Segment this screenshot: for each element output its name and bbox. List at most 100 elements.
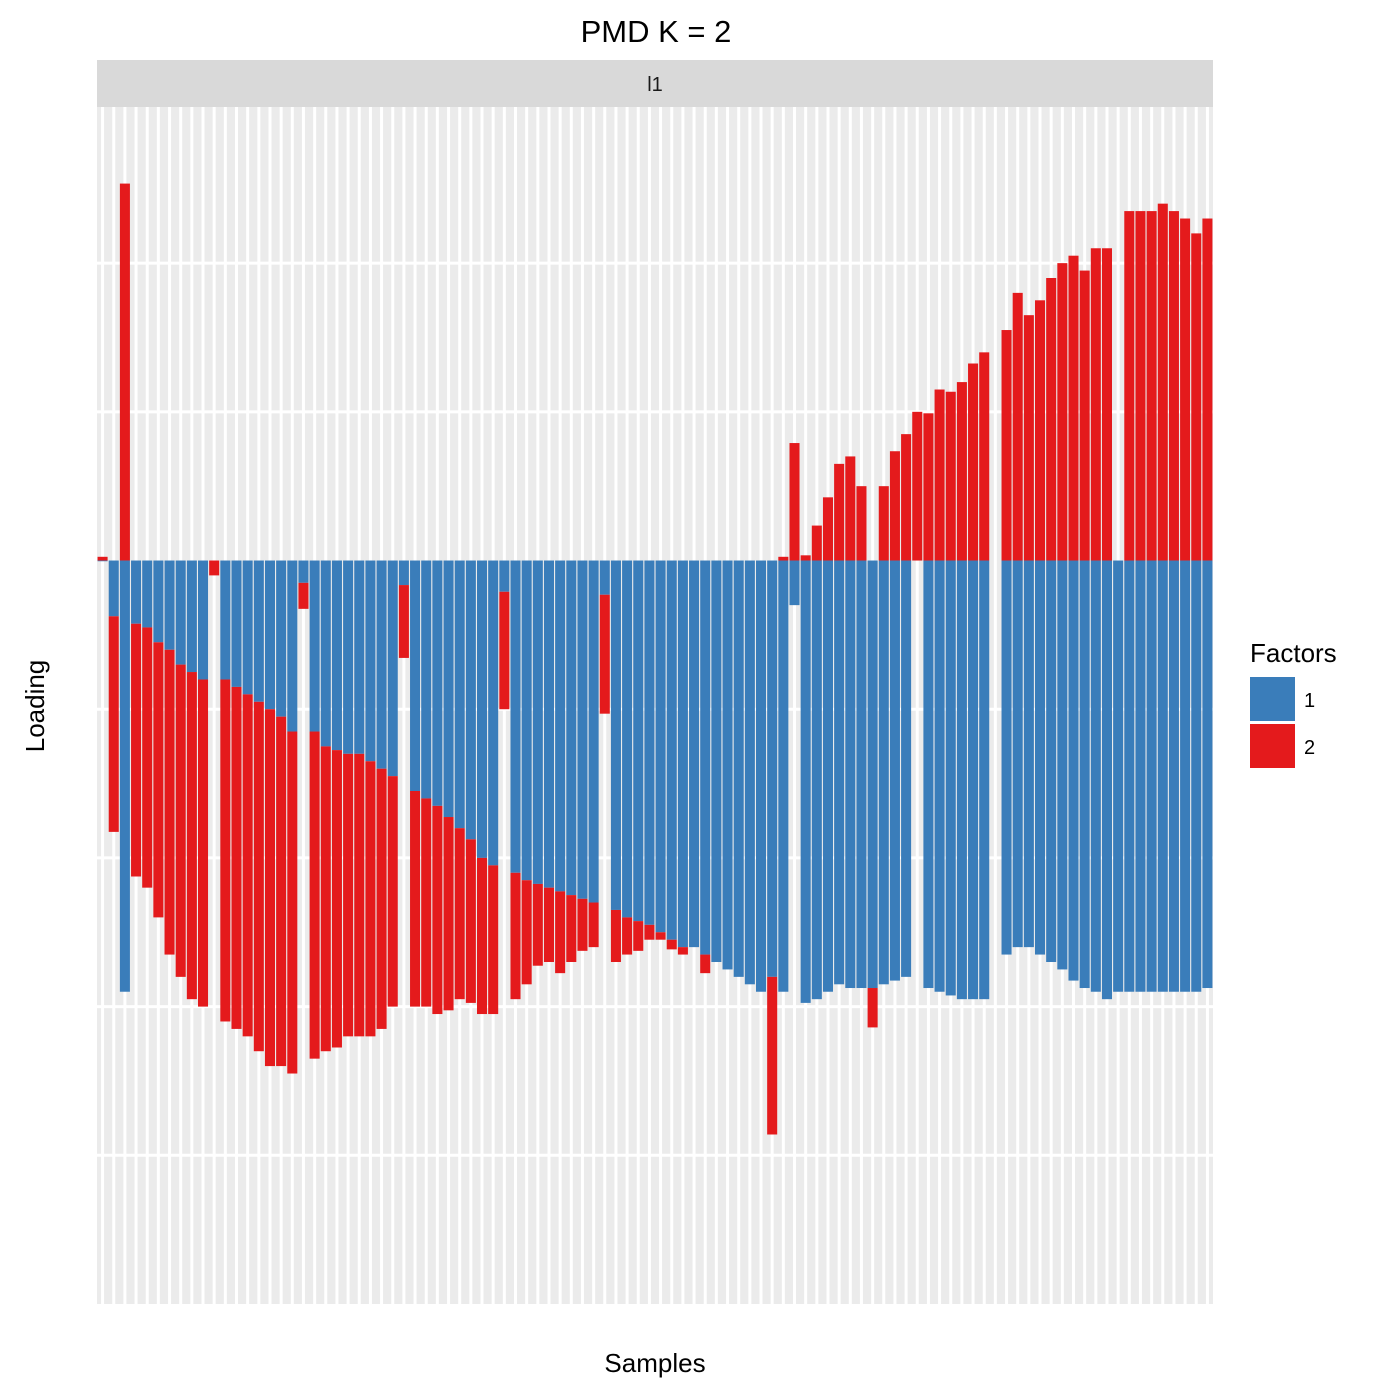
bar-series-2 (354, 753, 365, 1037)
bar-series-2 (376, 768, 387, 1029)
bar-series-1 (186, 560, 197, 673)
bar-series-1 (97, 560, 108, 562)
bar-series-1 (756, 560, 767, 992)
bar-series-1 (131, 560, 142, 624)
bar-series-2 (1101, 248, 1112, 561)
bar-series-1 (800, 560, 811, 1003)
bar-series-1 (722, 560, 733, 970)
bar-series-2 (164, 649, 175, 955)
bar-series-1 (1068, 560, 1079, 981)
bar-series-1 (331, 560, 342, 751)
bar-series-1 (543, 560, 554, 888)
bar-series-1 (499, 560, 510, 592)
bar-series-2 (387, 776, 398, 1007)
bar-series-1 (733, 560, 744, 977)
bar-series-1 (644, 560, 655, 925)
bar-series-1 (1046, 560, 1057, 962)
bar-series-2 (220, 679, 231, 1022)
bar-series-2 (1135, 211, 1146, 561)
bar-series-2 (889, 451, 900, 561)
bar-series-2 (979, 352, 990, 561)
legend-swatch-2 (1250, 724, 1295, 768)
bar-series-2 (1012, 292, 1023, 561)
bar-series-1 (878, 560, 889, 985)
bar-series-1 (1191, 560, 1202, 992)
bar-series-2 (1035, 300, 1046, 561)
bar-series-1 (410, 560, 421, 791)
bar-series-1 (1135, 560, 1146, 992)
legend-label-2: 2 (1304, 737, 1315, 759)
bar-series-1 (198, 560, 209, 680)
bar-series-1 (309, 560, 320, 732)
bar-series-2 (934, 389, 945, 561)
bar-series-1 (1146, 560, 1157, 992)
bar-series-2 (477, 857, 488, 1015)
bar-series-1 (220, 560, 231, 680)
bar-series-2 (432, 805, 443, 1015)
bar-series-1 (488, 560, 499, 866)
bar-series-2 (521, 880, 532, 985)
legend-swatch-1 (1250, 677, 1295, 721)
bar-series-2 (131, 623, 142, 877)
bar-series-2 (153, 642, 164, 918)
bar-series-2 (778, 556, 789, 561)
bar-series-1 (465, 560, 476, 840)
legend-title: Factors (1250, 638, 1337, 668)
bar-series-2 (231, 686, 242, 1029)
bar-series-2 (800, 555, 811, 561)
bar-series-1 (901, 560, 912, 977)
bar-series-2 (253, 701, 264, 1052)
bar-series-2 (566, 895, 577, 962)
bar-series-1 (231, 560, 242, 687)
bar-series-2 (276, 716, 287, 1067)
bar-series-1 (956, 560, 967, 1000)
chart-title: PMD K = 2 (581, 14, 732, 49)
bar-series-2 (543, 887, 554, 962)
bar-series-1 (1124, 560, 1135, 992)
bar-series-2 (410, 791, 421, 1007)
bar-series-1 (510, 560, 521, 873)
bar-series-1 (968, 560, 979, 1000)
bar-series-1 (1001, 560, 1012, 955)
bar-series-1 (443, 560, 454, 818)
bar-series-2 (287, 731, 298, 1074)
bar-series-2 (499, 591, 510, 710)
facet-strip (97, 60, 1213, 107)
bar-series-2 (1001, 330, 1012, 561)
bar-series-2 (298, 582, 309, 609)
bar-series-2 (398, 585, 409, 658)
bar-series-2 (532, 883, 543, 966)
bar-series-2 (1180, 218, 1191, 561)
bar-series-2 (655, 932, 666, 940)
bar-series-2 (677, 947, 688, 955)
bar-series-1 (175, 560, 186, 665)
bar-series-2 (510, 872, 521, 1000)
bar-series-1 (387, 560, 398, 777)
bar-series-1 (1101, 560, 1112, 1000)
bar-series-1 (108, 560, 119, 617)
legend: Factors 1 2 (1250, 638, 1337, 768)
bar-series-2 (443, 817, 454, 1011)
bar-series-1 (287, 560, 298, 732)
bar-series-2 (488, 865, 499, 1015)
bar-series-2 (264, 709, 275, 1067)
bar-series-2 (209, 560, 220, 576)
bar-series-1 (945, 560, 956, 996)
bar-series-2 (767, 976, 778, 1135)
bar-series-1 (566, 560, 577, 896)
bar-series-1 (242, 560, 253, 695)
bar-series-1 (320, 560, 331, 747)
bar-series-1 (119, 560, 130, 992)
bar-series-1 (789, 560, 800, 606)
bar-series-2 (1057, 263, 1068, 561)
bar-series-2 (588, 902, 599, 948)
bar-series-1 (264, 560, 275, 710)
bar-series-1 (1090, 560, 1101, 992)
bar-series-2 (119, 183, 130, 561)
bar-series-1 (1079, 560, 1090, 989)
bar-series-2 (912, 411, 923, 561)
bar-series-2 (1090, 248, 1101, 561)
plot-panel (97, 107, 1213, 1304)
bar-series-1 (1157, 560, 1168, 992)
bar-series-2 (1068, 255, 1079, 561)
